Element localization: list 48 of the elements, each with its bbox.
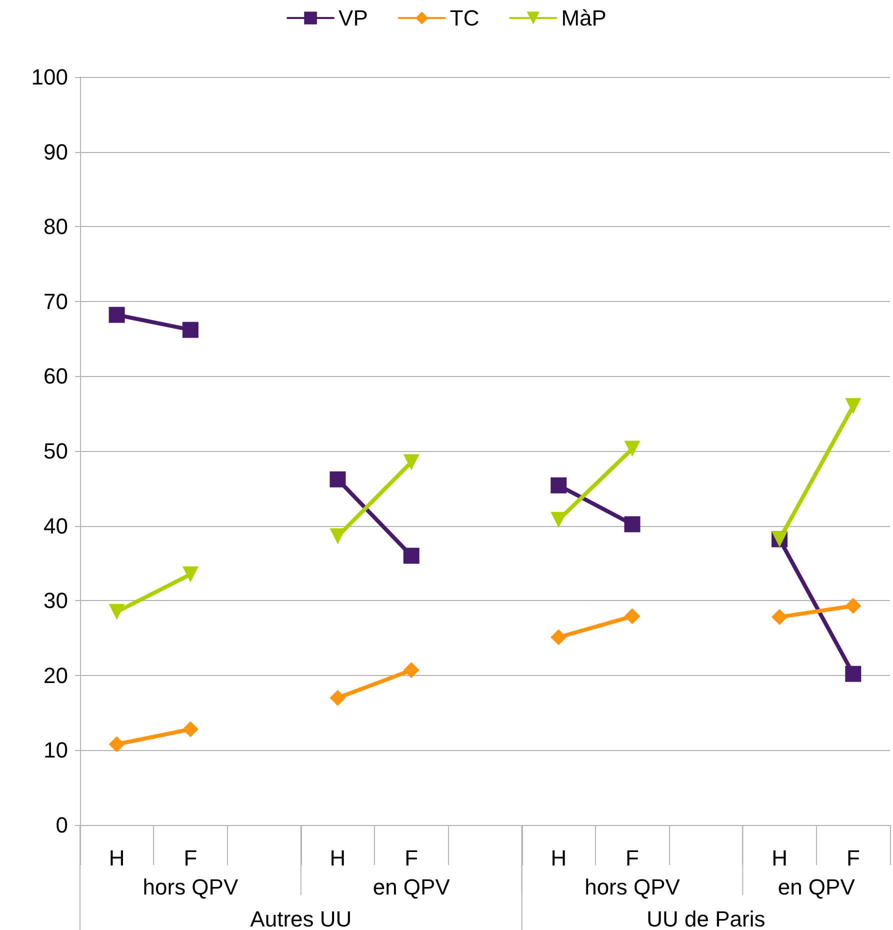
point (845, 598, 862, 614)
x-tick-label: H (108, 846, 125, 870)
point (330, 471, 346, 488)
point (403, 548, 420, 564)
y-tick-label: 10 (44, 738, 68, 763)
point (108, 604, 125, 620)
y-tick-label: 0 (56, 812, 68, 838)
point (624, 608, 640, 624)
y-tick-label: 50 (44, 438, 68, 464)
x-tick-label: F (846, 846, 860, 870)
x-tick-label: F (626, 846, 639, 870)
legend-label: TC (450, 6, 480, 30)
x-tick-label: F (404, 846, 418, 870)
x-tick-label: H (772, 846, 788, 870)
point (182, 721, 198, 738)
text: UU de Paris (646, 906, 766, 930)
point (772, 609, 788, 626)
y-tick-label: 70 (44, 288, 68, 314)
y-tick-label: 20 (44, 662, 68, 688)
y-tick-label: 100 (31, 64, 68, 90)
point (624, 440, 640, 457)
point (108, 306, 125, 323)
text: hors QPV (142, 874, 238, 900)
point (624, 516, 640, 532)
point (182, 566, 198, 582)
point (845, 666, 862, 682)
text: en QPV (778, 874, 856, 900)
point (403, 454, 420, 470)
y-tick-label: 40 (44, 513, 68, 538)
legend-label: MàP (561, 6, 606, 30)
text: hors QPV (584, 874, 680, 900)
text: en QPV (372, 874, 450, 900)
y-tick-label: 80 (44, 214, 68, 240)
point (330, 690, 346, 706)
point (550, 629, 567, 646)
point (550, 477, 567, 494)
y-tick-label: 60 (44, 364, 68, 389)
point (403, 662, 420, 678)
legend-label: VP (338, 6, 368, 30)
point (108, 736, 125, 752)
text: Autres UU (250, 906, 352, 930)
x-tick-label: F (184, 846, 198, 870)
x-tick-label: H (550, 846, 567, 870)
point (182, 322, 198, 338)
point (845, 398, 862, 414)
y-tick-label: 90 (44, 139, 68, 164)
y-tick-label: 30 (44, 588, 68, 614)
x-tick-label: H (330, 846, 346, 870)
